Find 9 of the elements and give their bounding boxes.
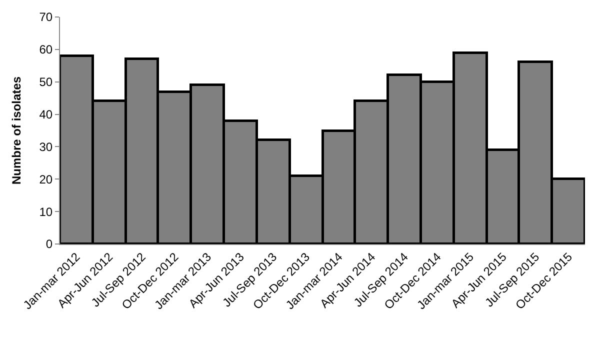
y-tick-label: 60 — [39, 42, 53, 57]
y-tick-label: 40 — [39, 107, 53, 122]
y-tick-label: 70 — [39, 10, 53, 24]
y-tick-label: 10 — [39, 204, 53, 219]
y-tick-label: 20 — [39, 172, 53, 186]
y-tick-label: 30 — [39, 140, 53, 154]
y-tick-label: 0 — [46, 237, 53, 252]
y-tick-label: 50 — [39, 75, 53, 90]
y-axis-title: Numbre of isolates — [10, 76, 24, 185]
